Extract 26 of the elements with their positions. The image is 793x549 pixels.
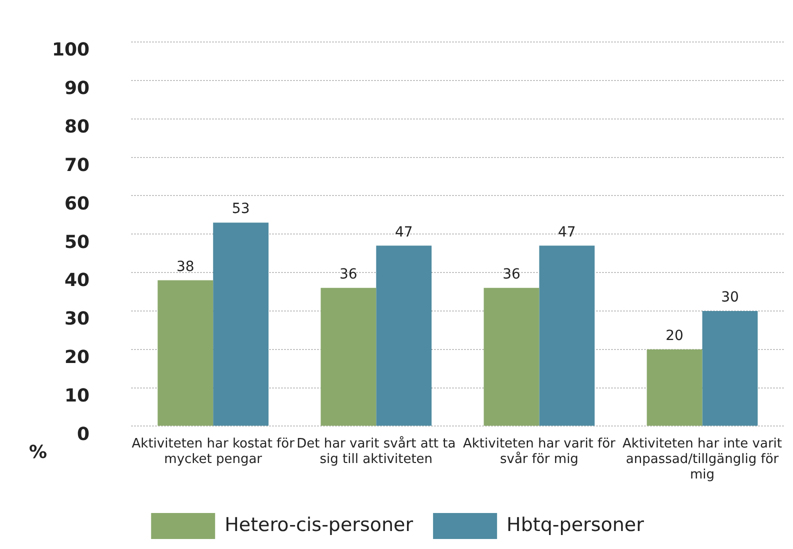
y-tick-label: 20 [64, 347, 90, 368]
y-tick-label: 50 [64, 232, 90, 253]
x-tick-label: Aktiviteten har inte varit anpassad/tillgänglig för mig [622, 436, 782, 483]
y-tick-label: 30 [64, 308, 90, 330]
y-tick-label: 0 [77, 424, 90, 445]
y-tick-label: 70 [64, 154, 90, 176]
data-label: 47 [558, 224, 576, 240]
data-label: 20 [666, 328, 684, 344]
data-label: 38 [176, 258, 194, 275]
y-tick-label: 40 [64, 270, 90, 292]
x-tick-label: Det har varit svårt att ta sig till aktiviteten [296, 435, 456, 467]
data-label: 36 [340, 266, 358, 283]
data-label: 47 [394, 224, 413, 240]
data-label: 53 [232, 201, 250, 218]
legend-label: Hbtq-personer [506, 514, 644, 536]
data-label: 30 [721, 290, 739, 306]
y-tick-label: 10 [64, 385, 90, 406]
x-tick-label: Aktiviteten har varit för svår för mig [463, 436, 616, 467]
y-tick-label: 90 [64, 78, 90, 100]
y-tick-label: 100 [52, 40, 90, 61]
y-tick-label: 80 [64, 116, 90, 138]
data-label: 36 [502, 266, 520, 283]
x-tick-label: Aktiviteten har kostat för mycket pengar [132, 436, 296, 467]
y-axis-title: % [28, 442, 48, 463]
y-tick-label: 60 [64, 193, 90, 214]
legend-label: Hetero-cis-personer [224, 514, 414, 536]
